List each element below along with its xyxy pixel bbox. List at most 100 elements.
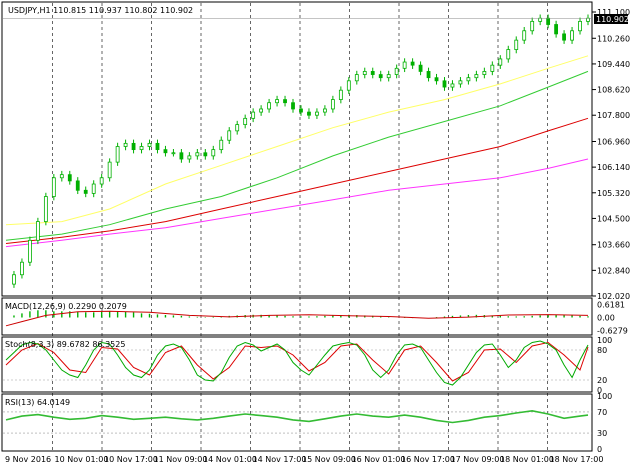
ma_mid-line <box>5 70 589 241</box>
rsi-y-tick-label: 100 <box>597 392 612 401</box>
candle-body <box>259 108 264 113</box>
x-tick-label: 14 Nov 01:00 <box>203 455 257 464</box>
candle-body <box>187 155 192 160</box>
candle-body <box>330 99 335 110</box>
current-price-tag <box>594 14 628 24</box>
candle-body <box>450 83 455 88</box>
candle-body <box>506 49 511 60</box>
y-tick-label: 103.660 <box>597 241 630 250</box>
main-pane[interactable] <box>1 1 593 297</box>
candle-body <box>59 174 64 179</box>
candle-body <box>291 102 295 110</box>
y-tick-label: 102.840 <box>597 266 630 275</box>
x-tick-label: 11 Nov 09:00 <box>154 455 208 464</box>
stoch-y-tick-label: 80 <box>597 346 607 355</box>
stoch-signal-line <box>5 341 589 382</box>
macd-y-tick-label: 0.6181 <box>597 301 625 310</box>
candle-body <box>203 152 208 157</box>
candle-body <box>426 71 431 79</box>
y-tick-label: 108.620 <box>597 86 630 95</box>
stoch-y-tick-label: 0 <box>597 386 602 395</box>
candle-body <box>562 33 566 41</box>
candle-body <box>179 152 184 160</box>
candle-body <box>354 74 359 82</box>
candle-body <box>410 61 415 66</box>
candle-body <box>139 146 144 151</box>
y-tick-label: 111.100 <box>597 8 630 17</box>
candle-body <box>346 80 351 91</box>
x-tick-label: 16 Nov 01:00 <box>352 455 406 464</box>
stoch-main-line <box>5 340 589 386</box>
stoch-series <box>3 340 592 386</box>
candle-body <box>570 30 574 41</box>
x-tick-label: 10 Nov 17:00 <box>104 455 158 464</box>
candle-body <box>131 142 136 151</box>
candle-body <box>466 77 471 82</box>
candle-body <box>530 20 535 32</box>
candle-body <box>75 180 80 191</box>
candle-body <box>386 74 391 79</box>
candle-body <box>490 64 495 72</box>
x-tick-label: 14 Nov 17:00 <box>253 455 307 464</box>
candle-body <box>163 149 168 154</box>
candle-body <box>442 80 447 88</box>
current-price-label: 110.902 <box>596 15 629 24</box>
candle-body <box>275 99 279 104</box>
candle-body <box>482 71 487 75</box>
macd-pane[interactable] <box>1 297 593 336</box>
candle-body <box>315 111 319 116</box>
candle-body <box>43 196 48 222</box>
candle-body <box>578 20 582 32</box>
candle-body <box>538 17 543 22</box>
macd-title: MACD(12,26,9) 0.2290 0.2079 <box>5 302 127 311</box>
candle-body <box>586 17 590 22</box>
stoch-y-tick-label: 100 <box>597 336 612 345</box>
x-tick-label: 15 Nov 09:00 <box>302 455 356 464</box>
candle-body <box>402 61 407 69</box>
y-tick-label: 107.800 <box>597 111 630 120</box>
macd-series <box>5 310 589 327</box>
candle-body <box>323 108 327 113</box>
stoch-title: Stoch(8,3,3) 89.6782 86.3525 <box>5 340 125 349</box>
candle-body <box>123 142 128 147</box>
candle-body <box>243 117 248 125</box>
candle-body <box>227 130 232 141</box>
candle-body <box>67 174 72 182</box>
candle-body <box>394 67 399 75</box>
rsi-pane[interactable] <box>1 393 593 452</box>
rsi-y-tick-label: 70 <box>597 408 607 417</box>
y-tick-label: 102.020 <box>597 292 630 301</box>
y-tick-label: 104.500 <box>597 214 630 223</box>
macd-y-tick-label: -0.6279 <box>597 326 628 335</box>
y-tick-label: 106.140 <box>597 163 630 172</box>
chart-title: USDJPY,H1 110.815 110.937 110.802 110.90… <box>8 6 193 15</box>
candle-body <box>51 177 56 197</box>
ma_slow-line <box>5 117 589 244</box>
candle-body <box>434 77 439 82</box>
x-tick-label: 18 Nov 17:00 <box>550 455 604 464</box>
rsi-series <box>3 409 592 434</box>
candle-body <box>474 74 479 79</box>
rsi-line <box>5 409 589 424</box>
y-tick-label: 105.320 <box>597 189 630 198</box>
candle-body <box>299 108 303 113</box>
x-tick-label: 10 Nov 01:00 <box>55 455 109 464</box>
candle-body <box>171 152 176 155</box>
candle-body <box>211 149 216 157</box>
candle-body <box>20 261 24 276</box>
x-tick-label: 9 Nov 2016 <box>5 455 51 464</box>
x-tick-label: 17 Nov 09:00 <box>451 455 505 464</box>
candle-body <box>99 177 104 185</box>
y-tick-label: 110.260 <box>597 34 630 43</box>
candle-body <box>546 17 551 25</box>
macd-signal-line <box>5 310 589 327</box>
candle-body <box>307 111 311 116</box>
candle-body <box>514 39 519 50</box>
candle-body <box>498 58 503 66</box>
candle-body <box>522 30 527 41</box>
x-tick-label: 16 Nov 17:00 <box>401 455 455 464</box>
candle-body <box>267 102 271 110</box>
candle-body <box>458 80 463 85</box>
